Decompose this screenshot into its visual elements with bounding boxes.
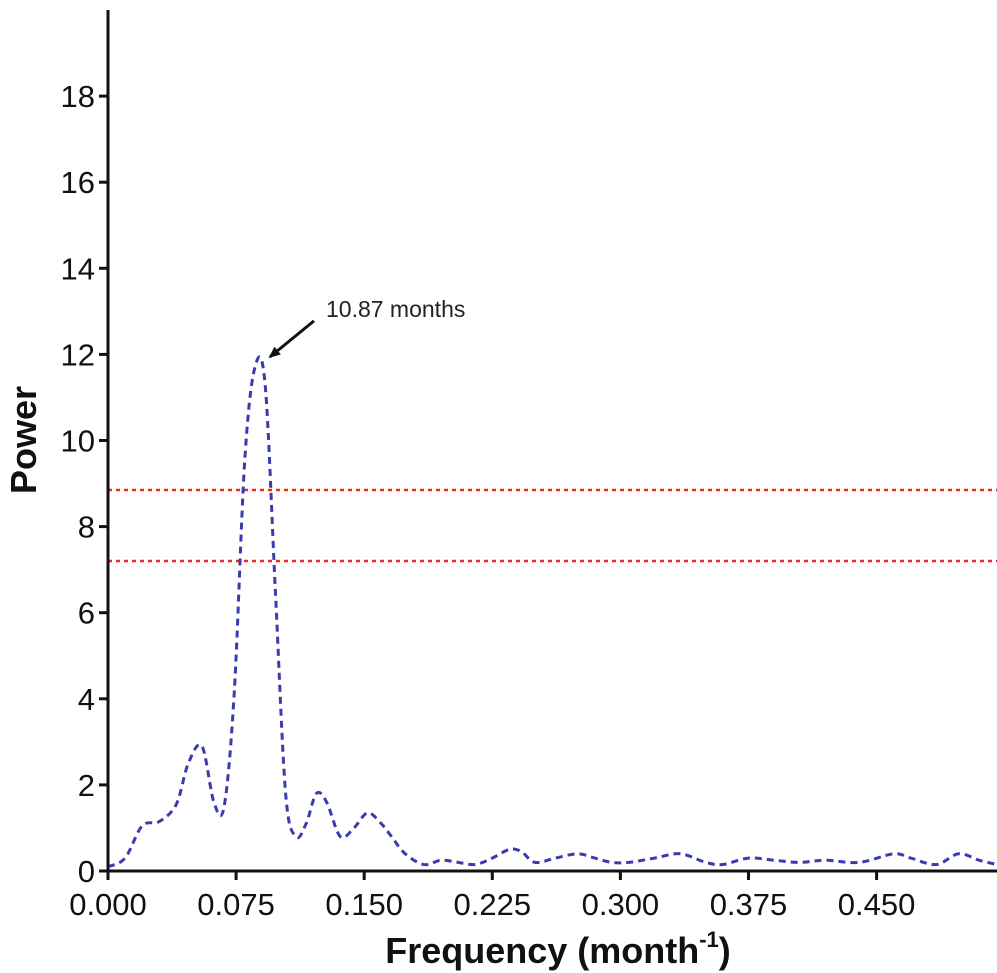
x-axis-title-superscript: -1: [699, 927, 719, 952]
x-tick-label: 0.075: [197, 887, 275, 922]
y-tick-label: 6: [78, 596, 95, 631]
y-tick-label: 18: [61, 79, 95, 114]
y-tick-label: 12: [61, 337, 95, 372]
y-axis-title: Power: [3, 386, 44, 494]
peak-annotation: 10.87 months: [268, 296, 465, 359]
x-ticks: 0.000 0.075 0.150 0.225 0.300 0.375 0.450: [69, 871, 915, 922]
x-axis-title-close: ): [719, 930, 731, 971]
y-tick-label: 16: [61, 165, 95, 200]
x-axis-title: Frequency (month-1): [385, 927, 731, 971]
x-axis-title-main: Frequency (month: [385, 930, 699, 971]
y-tick-label: 4: [78, 682, 95, 717]
annotation-arrow: [268, 319, 315, 359]
y-ticks: 0 2 4 6 8 10 12 14 16 18: [61, 79, 108, 889]
x-tick-label: 0.225: [454, 887, 532, 922]
annotation-label: 10.87 months: [326, 296, 465, 322]
y-tick-label: 0: [78, 854, 95, 889]
x-tick-label: 0.375: [710, 887, 788, 922]
power-series-line: [108, 355, 997, 869]
x-tick-label: 0.000: [69, 887, 147, 922]
y-tick-label: 8: [78, 510, 95, 545]
power-series: [108, 355, 997, 869]
y-tick-label: 2: [78, 768, 95, 803]
x-tick-label: 0.300: [582, 887, 660, 922]
x-tick-label: 0.450: [838, 887, 916, 922]
y-tick-label: 14: [61, 251, 95, 286]
axes: [106, 10, 997, 873]
y-tick-label: 10: [61, 424, 95, 459]
x-tick-label: 0.150: [325, 887, 403, 922]
